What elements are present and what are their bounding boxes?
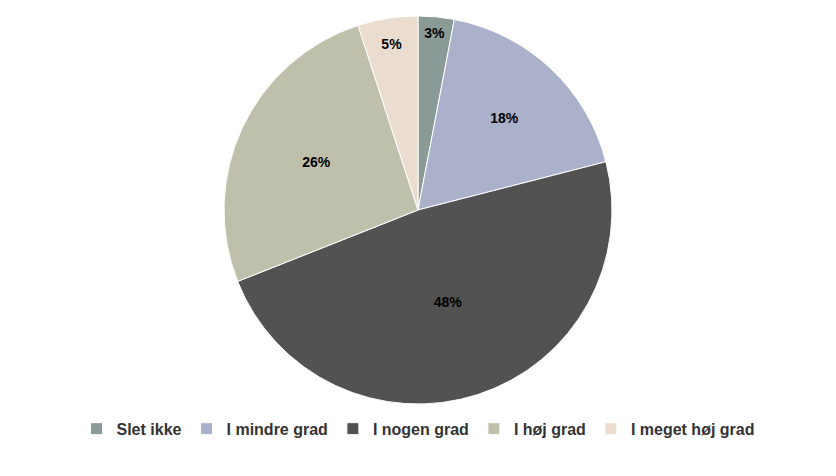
svg-text:26%: 26%	[302, 154, 331, 170]
svg-text:I høj grad: I høj grad	[514, 421, 586, 438]
svg-text:I meget høj grad: I meget høj grad	[631, 421, 755, 438]
svg-text:5%: 5%	[381, 36, 402, 52]
svg-text:Slet ikke: Slet ikke	[117, 421, 182, 438]
svg-text:3%: 3%	[424, 25, 445, 41]
svg-text:I mindre grad: I mindre grad	[227, 421, 328, 438]
svg-text:48%: 48%	[434, 294, 463, 310]
svg-text:18%: 18%	[490, 110, 519, 126]
svg-text:I nogen grad: I nogen grad	[373, 421, 469, 438]
